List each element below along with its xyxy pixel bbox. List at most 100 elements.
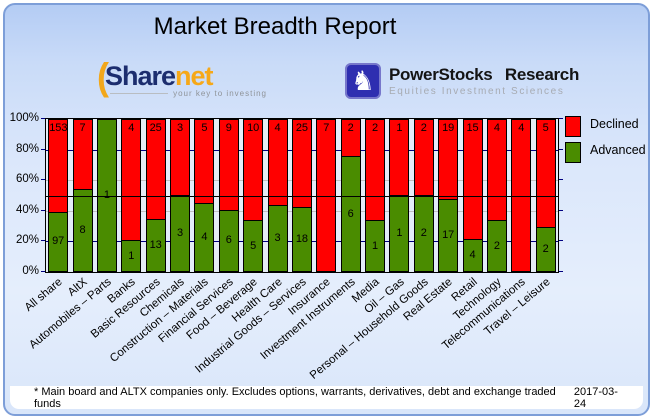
advanced-value-label: 3 (177, 226, 184, 239)
declined-value-label: 7 (323, 122, 330, 134)
advanced-value-label: 1 (104, 190, 110, 201)
advanced-value-label: 17 (442, 228, 455, 241)
stacked-bar-1: 153 97 (48, 119, 69, 272)
bar-segment-declined: 25 (291, 119, 312, 208)
bar: 25 18 (290, 119, 314, 272)
y-axis-label: 40% (15, 203, 39, 216)
y-axis-tick (41, 271, 45, 272)
legend-item-advanced: Advanced (565, 142, 646, 163)
bar-segment-declined: 9 (218, 119, 239, 211)
bar-segment-declined: 5 (194, 119, 215, 204)
y-axis-tick-right (559, 240, 563, 242)
stacked-bar-17: 19 17 (438, 119, 459, 272)
bar-segment-advanced: 2 (486, 221, 507, 272)
bar-segment-declined: 5 (535, 119, 556, 229)
declined-value-label: 7 (79, 122, 86, 134)
advanced-value-label: 1 (396, 226, 403, 239)
bar-segment-advanced: 18 (291, 207, 312, 272)
y-axis-label: 80% (15, 142, 39, 155)
bar-segment-declined: 2 (365, 119, 386, 221)
footer-note: * Main board and ALTX companies only. Ex… (34, 385, 556, 410)
declined-value-label: 15 (466, 122, 479, 134)
powerstocks-name: PowerStocks Research (389, 65, 580, 84)
declined-value-label: 4 (518, 122, 525, 134)
bar-segment-declined: 153 (48, 119, 69, 213)
declined-value-label: 2 (420, 122, 427, 134)
bar-segment-declined: 19 (438, 119, 459, 200)
advanced-value-label: 4 (469, 248, 476, 261)
advanced-value-label: 2 (542, 243, 549, 256)
bar-segment-advanced: 4 (194, 204, 215, 272)
bar-segment-declined: 3 (170, 119, 191, 196)
advanced-value-label: 1 (128, 249, 135, 262)
stacked-bar-5: 25 13 (145, 119, 166, 272)
footer-date: 2017-03-24 (573, 385, 618, 410)
bar-segment-advanced: 1 (389, 195, 410, 272)
advanced-value-label: 13 (149, 238, 162, 251)
stacked-bar-18: 15 4 (462, 119, 483, 272)
bar-segment-declined: 25 (145, 119, 166, 220)
fifty-percent-line (46, 195, 558, 197)
y-axis-tick (41, 209, 45, 211)
legend-label: Advanced (590, 143, 646, 157)
bar-segment-declined: 4 (486, 119, 507, 221)
report-title: Market Breadth Report (153, 13, 397, 40)
declined-value-label: 3 (177, 122, 184, 134)
bar-segment-advanced: 8 (72, 190, 93, 272)
sharenet-tagline: your key to investing (97, 89, 267, 98)
bar-segment-advanced: 13 (145, 219, 166, 272)
bar-segment-advanced: 6 (218, 210, 239, 272)
bar-segment-advanced: 1 (121, 241, 142, 272)
legend-label: Declined (590, 117, 639, 131)
declined-value-label: 4 (128, 122, 135, 134)
plot-area: 1539778141251333549610543251872621112219… (45, 118, 559, 273)
chart-legend: Declined Advanced (565, 116, 646, 168)
y-axis-label: 60% (15, 173, 39, 186)
declined-value-label: 5 (201, 122, 208, 134)
bar-segment-advanced: 4 (462, 239, 483, 272)
footer: * Main board and ALTX companies only. Ex… (10, 385, 643, 410)
bar-segment-advanced: 17 (438, 199, 459, 272)
report-card: Market Breadth Report ( Share net your ke… (3, 3, 650, 416)
powerstocks-text: PowerStocks Research Equities Investment… (389, 65, 579, 97)
advanced-value-label: 18 (295, 232, 309, 245)
bar: 153 97 (46, 119, 70, 272)
declined-value-label: 10 (247, 122, 260, 134)
advanced-swatch-icon (565, 142, 581, 163)
y-axis-tick (41, 148, 45, 150)
declined-value-label: 2 (372, 122, 379, 134)
advanced-value-label: 6 (225, 234, 232, 247)
sharenet-wordmark: ( Share net (97, 57, 267, 95)
advanced-value-label: 5 (250, 239, 257, 252)
bar-segment-advanced: 2 (535, 228, 556, 272)
y-axis-label: 0% (22, 265, 39, 277)
bar-segment-declined: 2 (413, 119, 434, 196)
advanced-value-label: 4 (201, 230, 208, 243)
declined-value-label: 9 (225, 122, 232, 134)
knight-chess-icon: ♞ (345, 63, 381, 99)
bar-segment-advanced: 97 (48, 212, 69, 272)
declined-swatch-icon (565, 116, 581, 137)
bar-segment-advanced: 3 (267, 206, 288, 272)
bar-segment-declined: 10 (243, 119, 264, 221)
advanced-value-label: 97 (52, 235, 65, 248)
bar-segment-declined: 7 (72, 119, 93, 191)
y-axis-label: 20% (15, 234, 39, 247)
y-axis-label: 100% (9, 112, 39, 124)
y-axis-tick-right (559, 118, 563, 119)
powerstocks-logo: ♞ PowerStocks Research Equities Investme… (345, 63, 579, 99)
bar-segment-advanced: 1 (365, 221, 386, 272)
